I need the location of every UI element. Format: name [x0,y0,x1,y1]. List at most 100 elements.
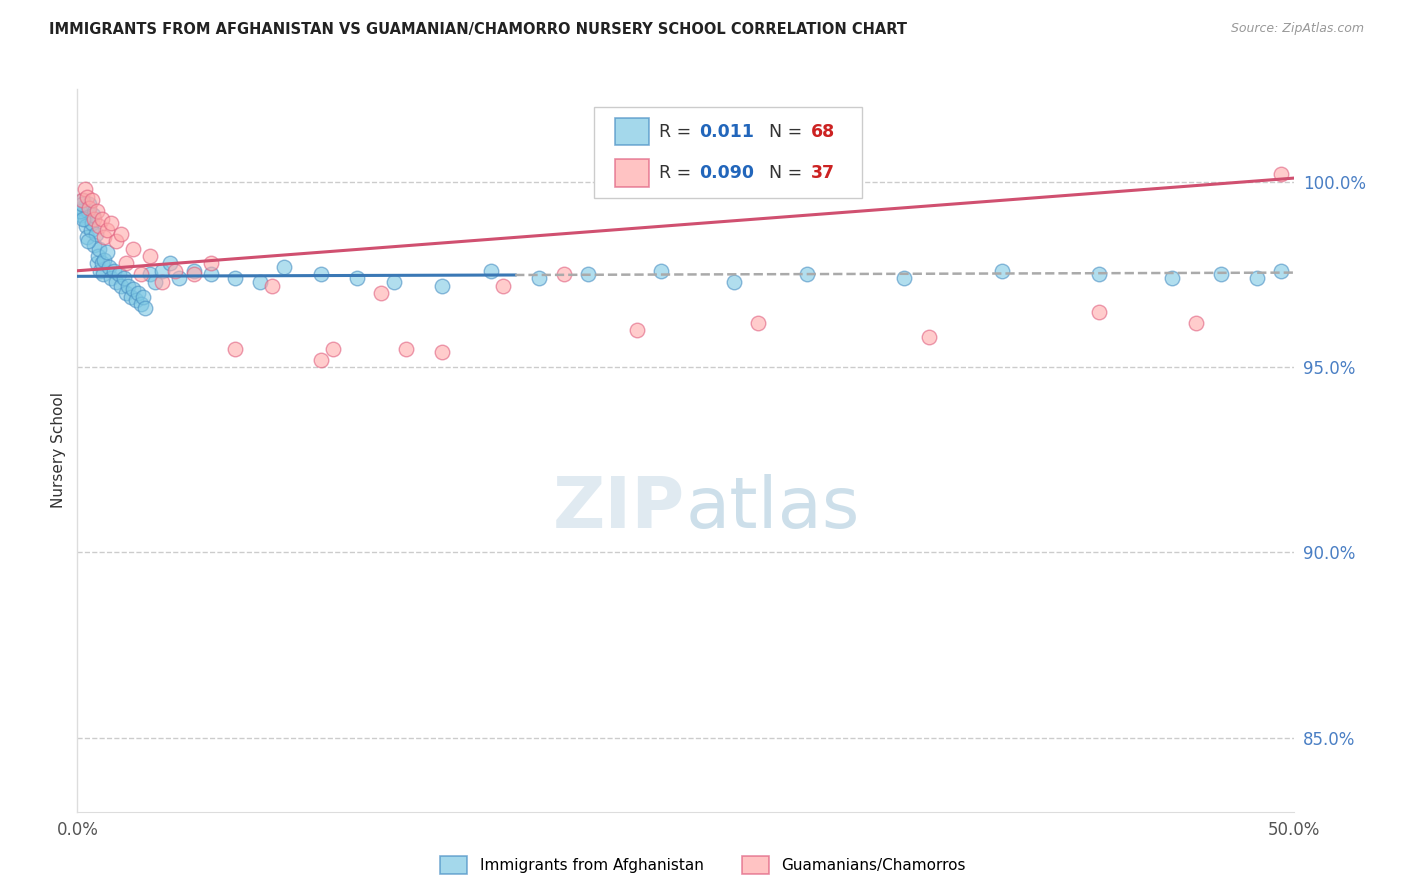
Point [80,194,103,208]
Point [129,268,152,282]
Text: ZIP: ZIP [553,474,686,542]
Point [893,271,915,285]
Point [73,211,96,226]
Point [79,201,101,215]
Point [139,268,162,282]
Point [430,278,453,293]
Text: 0.090: 0.090 [699,164,754,182]
Point [100,216,122,230]
Point [1209,268,1232,282]
Point [91,268,114,282]
Text: Source: ZipAtlas.com: Source: ZipAtlas.com [1230,22,1364,36]
Point [260,278,283,293]
Point [70,201,93,215]
Point [370,285,392,300]
Point [69,204,91,219]
Point [576,268,599,282]
FancyBboxPatch shape [595,107,862,198]
Y-axis label: Nursery School: Nursery School [51,392,66,508]
FancyBboxPatch shape [614,118,650,145]
Point [430,345,453,359]
Point [143,275,166,289]
Point [382,275,405,289]
Text: N =: N = [758,164,808,182]
Point [84,227,107,241]
Point [169,271,191,285]
Point [1246,271,1268,285]
Point [73,182,96,196]
Point [70,197,93,211]
Text: R =: R = [658,164,696,182]
Point [115,285,138,300]
Point [75,219,97,234]
Point [553,268,575,282]
Point [152,264,174,278]
Point [76,230,98,244]
Point [723,275,745,289]
Point [273,260,295,274]
Point [122,242,145,256]
Point [626,323,648,337]
Point [76,234,98,248]
Point [89,219,111,234]
Point [224,271,246,285]
Point [70,194,93,208]
Point [79,197,101,211]
Point [96,245,118,260]
Point [86,204,108,219]
Point [322,342,344,356]
Point [90,256,112,270]
Point [200,268,222,282]
Point [83,211,105,226]
Point [129,297,152,311]
Point [89,264,111,278]
Point [97,260,120,274]
Point [93,252,115,267]
Point [115,256,138,270]
Point [152,275,174,289]
Point [100,271,122,285]
Point [76,189,98,203]
Point [82,208,104,222]
Point [183,264,205,278]
Text: atlas: atlas [686,474,860,542]
Point [479,264,502,278]
Point [1185,316,1208,330]
Point [183,268,205,282]
Point [346,271,368,285]
Point [249,275,271,289]
Point [796,268,818,282]
Point [122,282,145,296]
Point [120,290,142,304]
Point [72,211,94,226]
Point [112,271,135,285]
Point [90,211,112,226]
Point [529,271,551,285]
Point [89,242,111,256]
Point [96,223,118,237]
Point [72,194,94,208]
Point [395,342,418,356]
Point [1270,264,1292,278]
Point [1161,271,1184,285]
Point [80,216,103,230]
Point [309,352,332,367]
Point [87,249,110,263]
Text: 0.011: 0.011 [699,122,754,141]
Point [80,223,103,237]
FancyBboxPatch shape [614,160,650,187]
Text: R =: R = [658,122,696,141]
Point [1088,268,1111,282]
Point [125,293,148,308]
Point [200,256,222,270]
Text: IMMIGRANTS FROM AFGHANISTAN VS GUAMANIAN/CHAMORRO NURSERY SCHOOL CORRELATION CHA: IMMIGRANTS FROM AFGHANISTAN VS GUAMANIAN… [49,22,907,37]
Point [650,264,672,278]
Text: 68: 68 [811,122,835,141]
Point [93,230,115,244]
Point [990,264,1012,278]
Point [132,290,155,304]
Point [1088,304,1111,318]
Point [117,278,139,293]
Point [103,264,125,278]
Point [107,268,129,282]
